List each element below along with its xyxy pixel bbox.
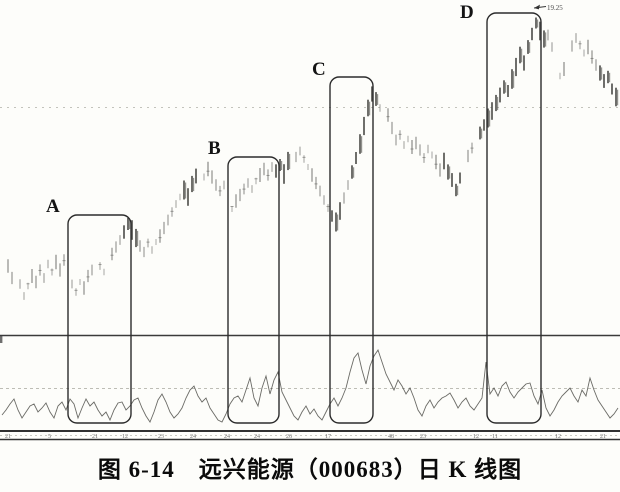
x-tick-label: 17: [325, 434, 331, 440]
kline-chart-figure: A B C D 19.25 21 5 21 12 23 24 24 24 26 17 48 23 12 11 12 21: [0, 2, 620, 441]
x-tick-label: 21: [600, 434, 606, 440]
annotation-arrow-head: [534, 4, 540, 10]
highlight-box-label-B: B: [208, 138, 221, 159]
x-tick-label: 11: [492, 434, 498, 440]
highlight-box-label-A: A: [46, 196, 60, 217]
peak-price-annotation: 19.25: [533, 4, 563, 12]
highlight-box-C: [329, 76, 374, 424]
figure-caption: 图 6-14 远兴能源（000683）日 K 线图: [97, 457, 523, 482]
kline-chart-canvas: A B C D 19.25 21 5 21 12 23 24 24 24 26 17 48 23 12 11 12 21: [0, 2, 620, 441]
highlight-box-label-D: D: [460, 2, 474, 23]
highlight-box-label-C: C: [312, 59, 326, 80]
x-tick-label: 12: [473, 434, 479, 440]
x-tick-label: 24: [224, 434, 230, 440]
gridlines: [0, 107, 620, 441]
x-tick-label: 5: [48, 434, 51, 440]
x-tick-label: 21: [92, 434, 98, 440]
x-tick-label: 21: [5, 434, 11, 440]
x-tick-label: 12: [122, 434, 128, 440]
x-tick-label: 26: [286, 434, 292, 440]
volume-series-line: [1, 348, 619, 423]
x-tick-label: 48: [388, 434, 394, 440]
highlight-box-A: [67, 214, 132, 424]
x-tick-label: 24: [190, 434, 196, 440]
x-tick-label: 24: [254, 434, 260, 440]
highlight-box-B: [227, 156, 280, 424]
annotation-price-text: 19.25: [547, 4, 563, 12]
highlight-box-D: [486, 12, 542, 424]
x-tick-label: 12: [555, 434, 561, 440]
scan-speck: [0, 336, 3, 343]
x-tick-label: 23: [158, 434, 164, 440]
highlight-boxes: A B C D: [46, 2, 542, 424]
x-axis-tick-labels: 21 5 21 12 23 24 24 24 26 17 48 23 12 11 12 21: [5, 434, 606, 440]
x-tick-label: 23: [420, 434, 426, 440]
